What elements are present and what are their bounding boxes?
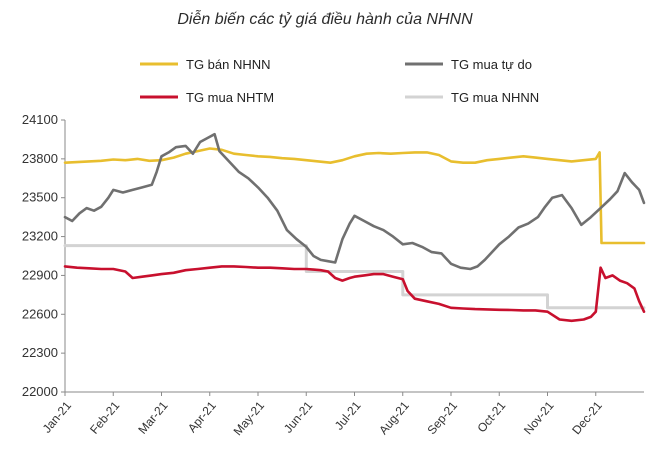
x-tick-label: Oct-21 [474,398,508,435]
series-line-tg-mua-nhnn [63,244,646,310]
series-line-tg-mua-tự-do [63,132,646,271]
x-tick-label: Sep-21 [424,398,460,437]
y-tick-labels: 24100 23800 23500 23200 22900 22600 22300 22000 [22,112,65,399]
y-tick-label: 23800 [22,151,58,166]
legend-label-tg-mua-nhtm: TG mua NHTM [186,90,274,105]
x-tick-label: Aug-21 [376,398,412,437]
series-line-tg-mua-nhtm [63,265,646,323]
y-tick-label: 22600 [22,306,58,321]
x-tick-label: Jan-21 [40,398,75,435]
chart-title: Diễn biến các tỷ giá điều hành của NHNN [177,9,473,28]
y-tick-label: 22900 [22,267,58,282]
x-tick-label: Jul-21 [332,398,364,432]
x-tick-label: Dec-21 [569,398,605,437]
y-tick-label: 22000 [22,384,58,399]
y-tick-label: 23500 [22,190,58,205]
x-tick-label: Apr-21 [185,398,219,435]
legend-label-tg-mua-nhnn: TG mua NHNN [451,90,539,105]
x-tick-label: May-21 [231,398,268,438]
x-tick-label: Feb-21 [87,398,122,436]
series-lines [63,132,646,323]
x-tick-label: Nov-21 [521,398,557,437]
y-tick-label: 23200 [22,229,58,244]
legend: TG bán NHNN TG mua tự do TG mua NHTM TG … [140,57,539,105]
x-tick-label: Mar-21 [135,398,170,436]
y-tick-label: 22300 [22,345,58,360]
legend-label-tg-mua-tu-do: TG mua tự do [451,57,532,72]
y-tick-label: 24100 [22,112,58,127]
x-tick-labels: Jan-21 Feb-21 Mar-21 Apr-21 May-21 Jun-21 Jul-… [40,392,605,438]
legend-label-tg-ban-nhnn: TG bán NHNN [186,57,271,72]
x-tick-label: Jun-21 [281,398,316,435]
